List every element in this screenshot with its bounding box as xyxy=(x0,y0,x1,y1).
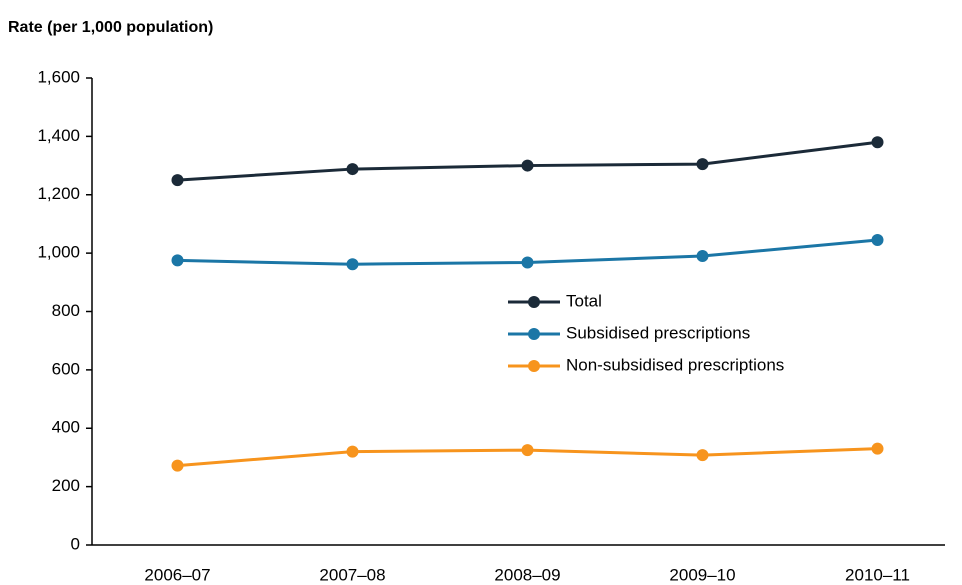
point xyxy=(696,250,709,263)
y-tick-label: 1,200 xyxy=(37,184,80,203)
y-tick-label: 1,600 xyxy=(37,67,80,86)
point xyxy=(696,449,709,462)
legend-marker xyxy=(528,360,540,372)
y-tick-label: 200 xyxy=(52,476,80,495)
point xyxy=(346,163,359,176)
legend-marker xyxy=(528,328,540,340)
point xyxy=(521,444,534,457)
x-tick-label: 2010–11 xyxy=(845,565,910,584)
x-tick-label: 2008–09 xyxy=(494,565,560,584)
x-tick-label: 2009–10 xyxy=(669,565,735,584)
point xyxy=(171,174,184,187)
point xyxy=(521,159,534,172)
point xyxy=(871,442,884,455)
legend-label: Total xyxy=(566,291,602,310)
x-tick-label: 2006–07 xyxy=(144,565,210,584)
y-tick-label: 0 xyxy=(71,534,80,553)
y-axis-label: Rate (per 1,000 population) xyxy=(8,19,213,36)
point xyxy=(346,258,359,271)
point xyxy=(346,445,359,458)
x-tick-label: 2007–08 xyxy=(319,565,385,584)
y-tick-label: 600 xyxy=(52,359,80,378)
legend-marker xyxy=(528,296,540,308)
point xyxy=(171,254,184,267)
y-tick-label: 800 xyxy=(52,301,80,320)
point xyxy=(871,136,884,149)
point xyxy=(696,158,709,171)
legend-label: Subsidised prescriptions xyxy=(566,323,750,342)
point xyxy=(871,233,884,246)
legend-label: Non-subsidised prescriptions xyxy=(566,355,784,374)
point xyxy=(521,256,534,269)
y-tick-label: 1,400 xyxy=(37,126,80,145)
y-tick-label: 400 xyxy=(52,418,80,437)
y-tick-label: 1,000 xyxy=(37,243,80,262)
point xyxy=(171,459,184,472)
